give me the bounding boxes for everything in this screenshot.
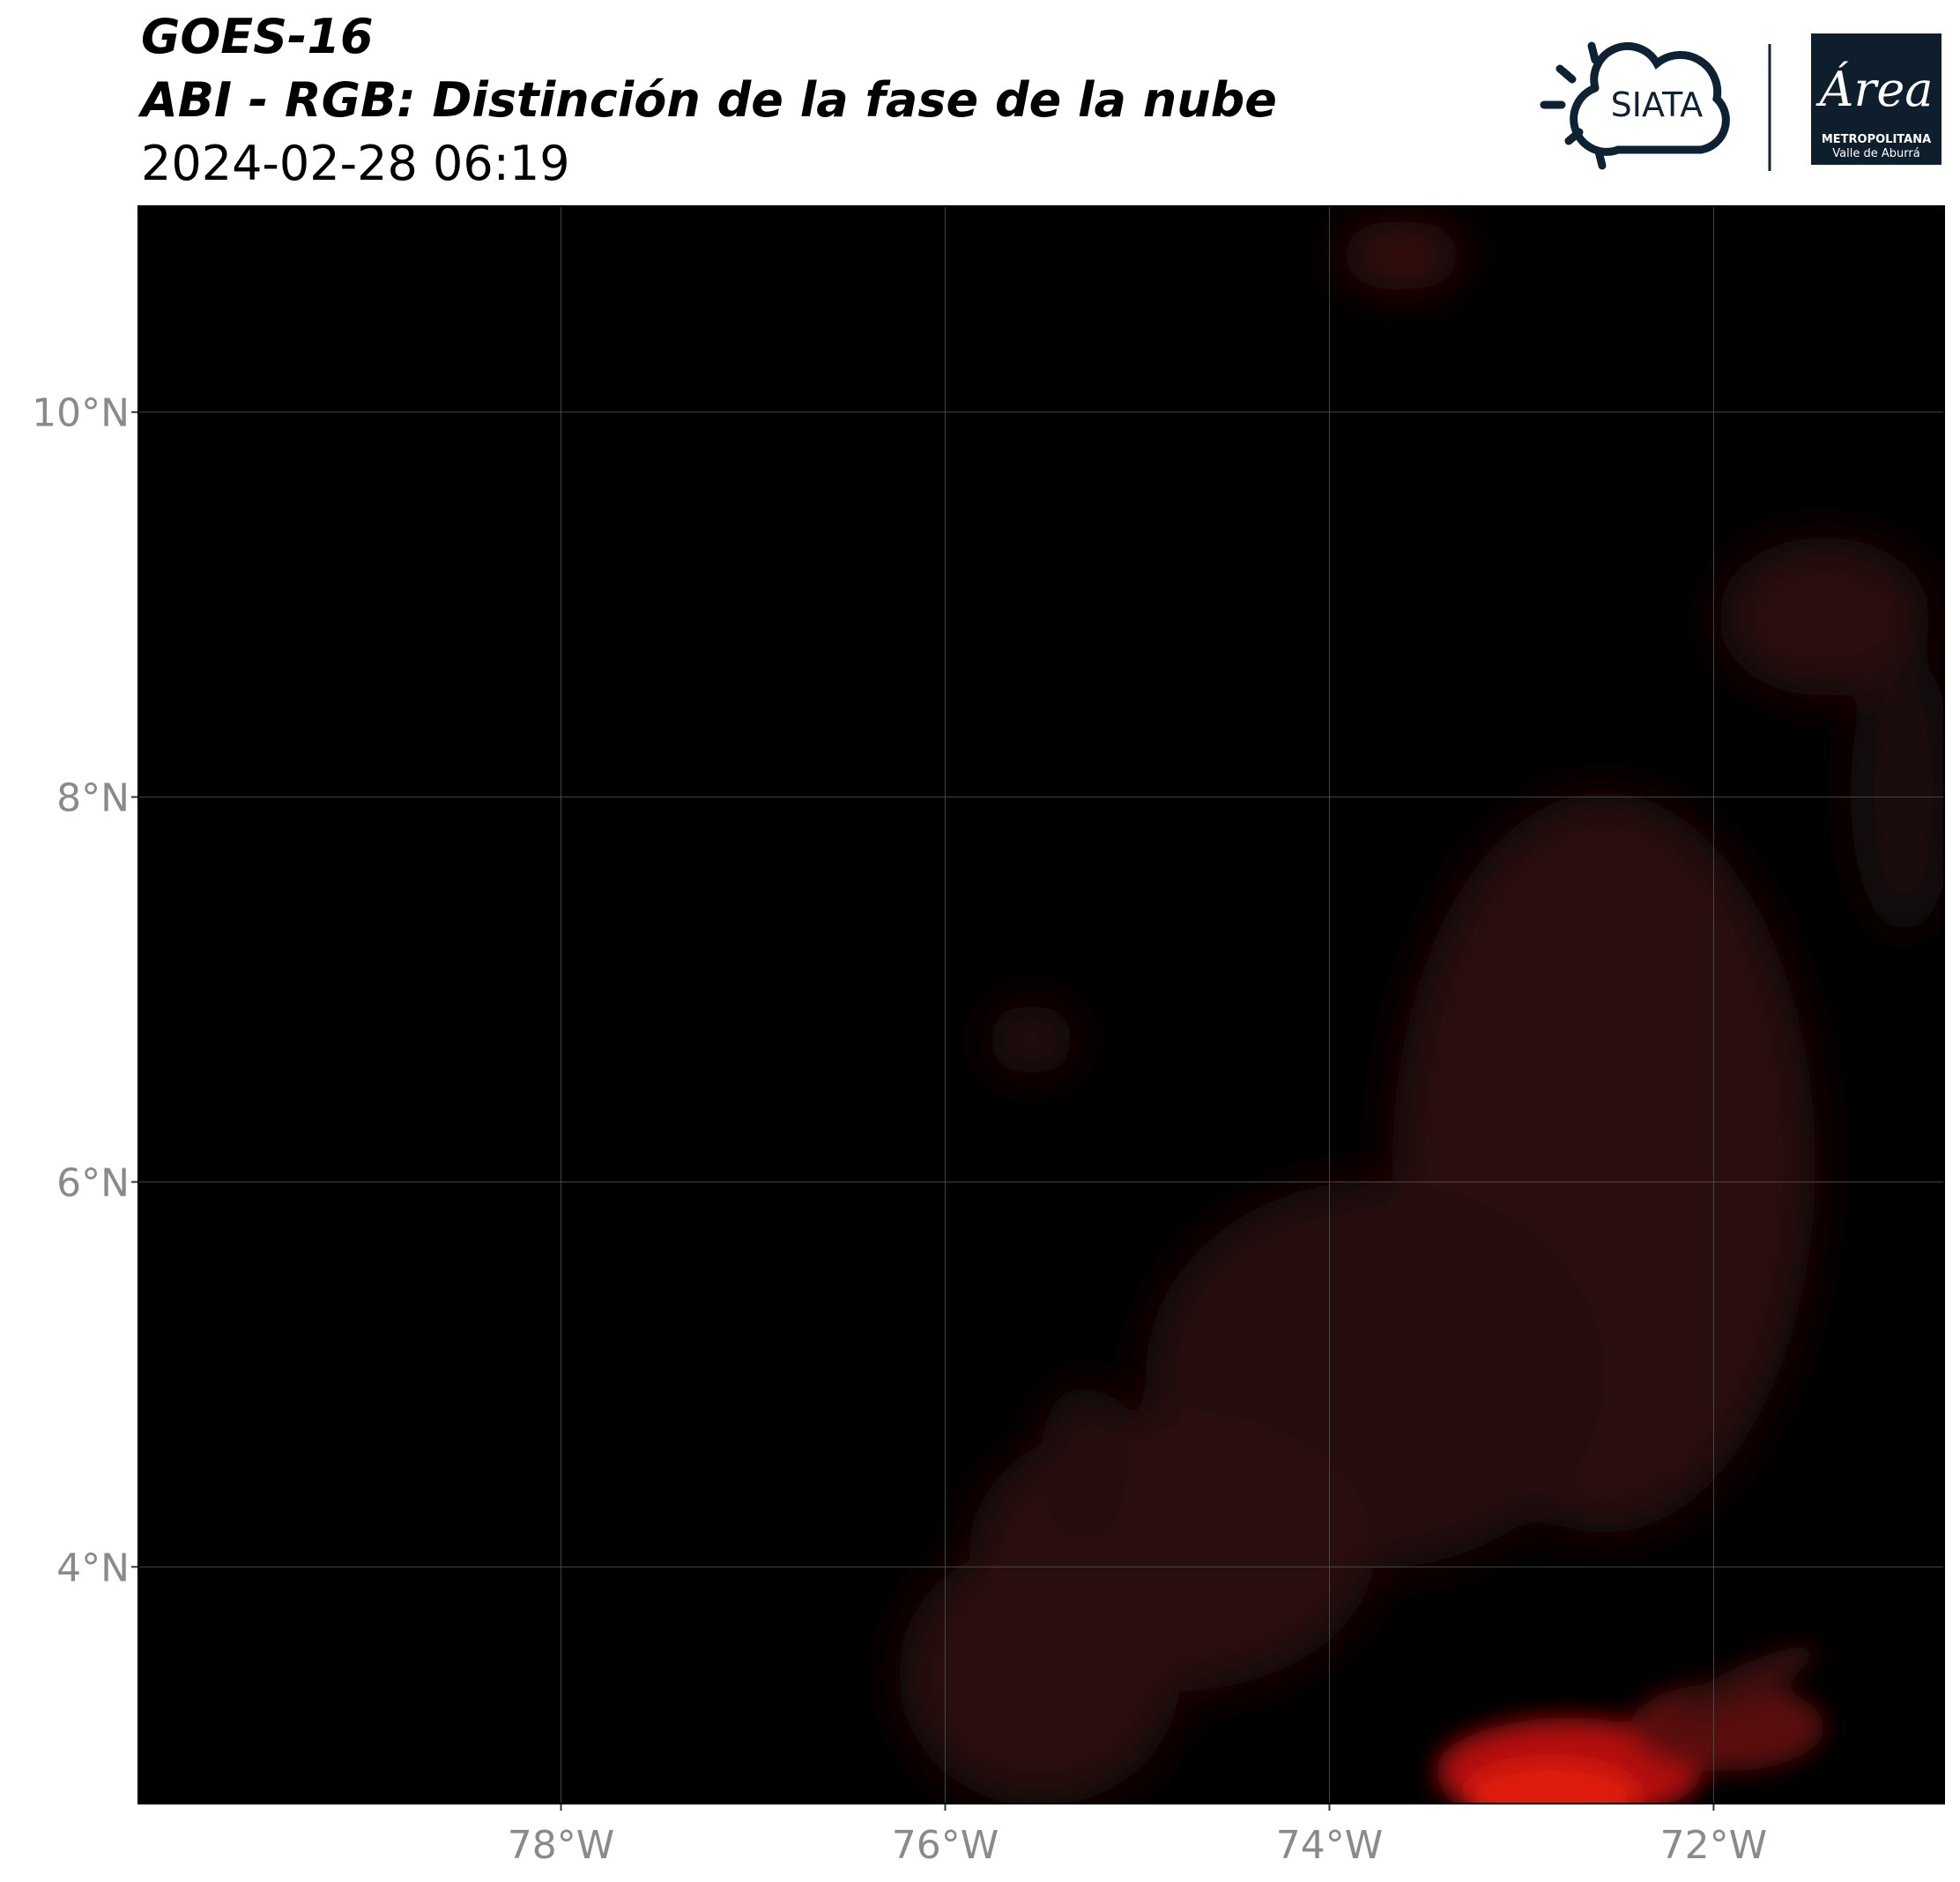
x-tick-label: 78°W <box>508 1823 615 1868</box>
plot-border <box>137 205 1945 1804</box>
area-text: Área <box>1815 61 1934 117</box>
siata-logo: SIATA <box>1540 41 1730 170</box>
y-tick-label: 4°N <box>56 1545 130 1590</box>
y-tick-label: 6°N <box>56 1160 130 1205</box>
x-tick-label: 72°W <box>1660 1823 1768 1868</box>
x-tick-label: 76°W <box>892 1823 999 1868</box>
siata-text: SIATA <box>1611 85 1704 124</box>
title: GOES-16 <box>141 9 374 64</box>
area-valle: Valle de Aburrá <box>1832 147 1919 160</box>
y-tick-label: 10°N <box>32 391 130 436</box>
cloud-imagery <box>899 220 1944 1804</box>
area-logo: Área METROPOLITANA Valle de Aburrá <box>1811 33 1941 165</box>
subtitle: ABI - RGB: Distinción de la fase de la n… <box>137 72 1277 128</box>
x-tick-label: 74°W <box>1276 1823 1384 1868</box>
timestamp: 2024-02-28 06:19 <box>141 136 570 191</box>
grid <box>138 206 1944 1804</box>
area-metro: METROPOLITANA <box>1822 133 1931 146</box>
y-tick-label: 8°N <box>56 776 130 821</box>
